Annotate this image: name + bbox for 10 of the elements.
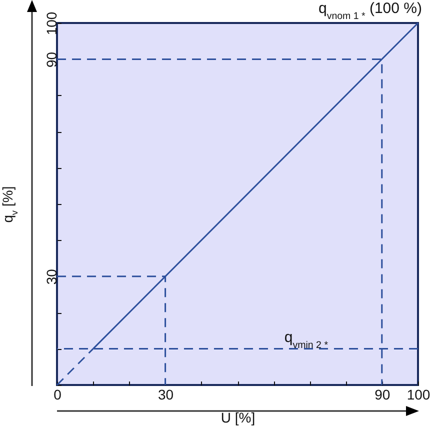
x-tick-label: 100: [406, 386, 430, 402]
y-tick-label: 90: [44, 52, 60, 68]
x-tick-label: 0: [54, 386, 62, 402]
x-axis-title: U [%]: [220, 410, 256, 426]
y-tick-label: 100: [44, 12, 60, 36]
ref-line-label: q$_{vmin 2 *}$: [284, 328, 328, 350]
y-tick-label: 30: [44, 268, 60, 285]
annotation: q$_{vnom 1 *}$ (100 %): [318, 0, 422, 22]
x-tick-label: 30: [158, 386, 174, 402]
x-tick-label: 90: [374, 386, 390, 402]
